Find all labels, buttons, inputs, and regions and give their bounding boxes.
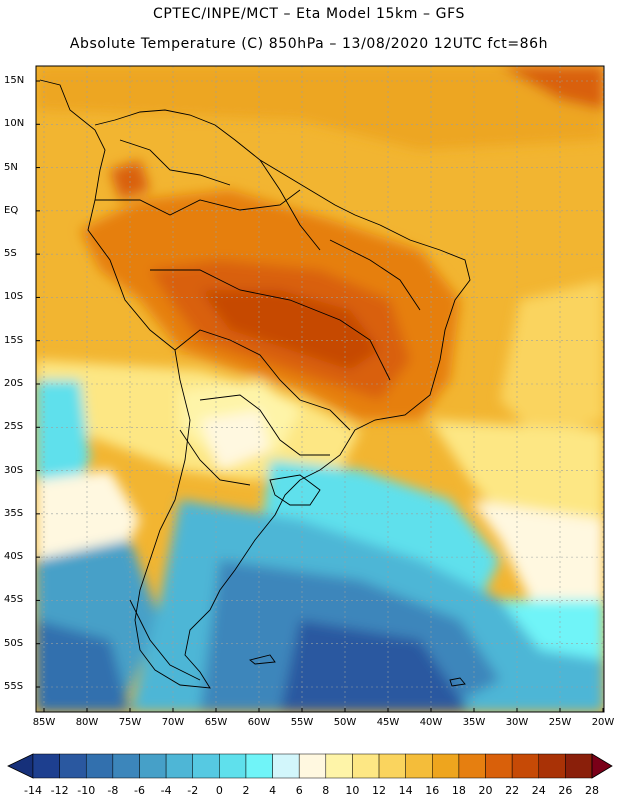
colorbar-swatch (378, 753, 406, 779)
lon-label-75w: 75W (118, 717, 142, 728)
colorbar (7, 753, 613, 779)
colorbar-swatch (298, 753, 327, 779)
colorbar-label: -10 (77, 784, 96, 797)
colorbar-swatch (272, 753, 300, 779)
lat-label-55s: 55S (4, 680, 24, 692)
colorbar-label: 12 (372, 784, 387, 797)
lon-label-55w: 55W (290, 717, 314, 728)
colorbar-label: 22 (505, 784, 520, 797)
colorbar-label: -12 (50, 784, 69, 797)
colorbar-swatch (192, 753, 220, 779)
colorbar-swatch (432, 753, 460, 779)
colorbar-label: -6 (133, 784, 145, 797)
lat-label-20s: 20S (4, 377, 24, 389)
lat-label-eq: EQ (4, 204, 19, 216)
lat-label-45s: 45S (4, 594, 24, 606)
colorbar-swatch (112, 753, 140, 779)
lat-label-5n: 5N (4, 161, 18, 173)
colorbar-swatch (59, 753, 87, 779)
country-borders (39, 79, 471, 689)
colorbar-swatch (32, 753, 60, 779)
lon-label-45w: 45W (376, 717, 400, 728)
lat-label-5s: 5S (4, 248, 17, 260)
colorbar-swatch (85, 753, 114, 779)
colorbar-label: -2 (187, 784, 199, 797)
chart-title-model: CPTEC/INPE/MCT – Eta Model 15km – GFS (152, 6, 466, 22)
lat-label-10s: 10S (4, 291, 24, 303)
chart-title-variable: Absolute Temperature (C) 850hPa – 13/08/… (69, 36, 549, 52)
colorbar-swatch (485, 753, 513, 779)
colorbar-swatch (565, 753, 593, 779)
lon-label-80w: 80W (75, 717, 99, 728)
lat-label-25s: 25S (4, 421, 24, 433)
colorbar-label: 24 (531, 784, 546, 797)
colorbar-label: -4 (160, 784, 172, 797)
map-frame (35, 65, 605, 713)
colorbar-label: -14 (24, 784, 42, 797)
lon-label-70w: 70W (161, 717, 185, 728)
lat-label-10n: 10N (4, 118, 25, 130)
axis-ticks (36, 80, 604, 712)
colorbar-swatch (538, 753, 566, 779)
lon-label-40w: 40W (419, 717, 443, 728)
colorbar-label: 28 (585, 784, 599, 797)
lon-label-35w: 35W (462, 717, 486, 728)
colorbar-swatch (511, 753, 540, 779)
lat-label-30s: 30S (4, 464, 24, 476)
colorbar-over-arrow (591, 753, 613, 779)
lon-label-20w: 20W (591, 717, 615, 728)
colorbar-label: 14 (398, 784, 413, 797)
colorbar-swatch (219, 753, 247, 779)
colorbar-swatch (245, 753, 273, 779)
lat-label-15n: 15N (4, 75, 25, 86)
colorbar-swatch (325, 753, 353, 779)
colorbar-label: -8 (107, 784, 119, 797)
colorbar-label: 10 (345, 784, 360, 797)
colorbar-label: 18 (451, 784, 466, 797)
lon-label-65w: 65W (204, 717, 228, 728)
lon-label-85w: 85W (32, 717, 56, 728)
colorbar-swatch (139, 753, 167, 779)
colorbar-swatch (405, 753, 433, 779)
colorbar-label: 6 (295, 784, 303, 797)
lon-label-30w: 30W (505, 717, 529, 728)
colorbar-under-arrow (7, 753, 34, 779)
colorbar-label: 20 (478, 784, 493, 797)
temperature-field (36, 66, 604, 712)
colorbar-label: 0 (215, 784, 223, 797)
lat-label-40s: 40S (4, 551, 24, 563)
lat-label-50s: 50S (4, 637, 24, 649)
lat-label-15s: 15S (4, 334, 24, 346)
lat-label-35s: 35S (4, 507, 24, 519)
colorbar-swatch (352, 753, 380, 779)
colorbar-label: 26 (558, 784, 573, 797)
lon-label-60w: 60W (247, 717, 271, 728)
colorbar-swatch (165, 753, 193, 779)
lon-label-25w: 25W (548, 717, 572, 728)
colorbar-swatch (458, 753, 486, 779)
colorbar-label: 2 (242, 784, 250, 797)
colorbar-label: 8 (322, 784, 330, 797)
colorbar-label: 4 (269, 784, 277, 797)
colorbar-label: 16 (425, 784, 440, 797)
lon-label-50w: 50W (333, 717, 357, 728)
